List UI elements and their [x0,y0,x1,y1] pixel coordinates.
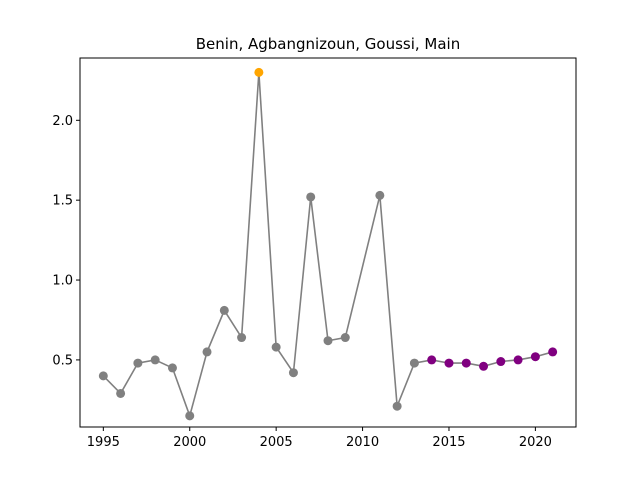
axes-frame [79,57,577,428]
data-point [288,368,298,378]
data-point [306,192,316,202]
x-tick-label: 2005 [260,435,293,450]
data-point [496,357,506,367]
data-point [219,305,229,315]
y-tick-label: 0.5 [52,353,73,368]
data-point [461,358,471,368]
data-point [98,371,108,381]
y-axis: 0.5 1.0 1.5 2.0 [52,114,80,368]
y-tick-label: 2.0 [52,114,73,129]
data-point [548,347,558,357]
data-point [150,355,160,365]
data-point [392,401,402,411]
data-point [444,358,454,368]
x-axis: 1995 2000 2005 2010 2015 2020 [87,427,552,450]
data-point [271,342,281,352]
data-point [340,333,350,343]
y-tick-label: 1.0 [52,274,73,289]
data-point [167,363,177,373]
data-point [479,361,489,371]
data-point [530,352,540,362]
data-point [237,333,247,343]
y-tick-label: 1.5 [52,194,73,209]
data-point [375,190,385,200]
x-tick-label: 1995 [87,435,120,450]
data-point [513,355,523,365]
data-point [116,388,126,398]
chart-title: Benin, Agbangnizoun, Goussi, Main [196,35,461,53]
data-point [409,358,419,368]
data-point [254,67,264,77]
data-point [427,355,437,365]
x-tick-label: 2000 [173,435,206,450]
x-tick-label: 2020 [519,435,552,450]
plot-area [98,67,558,421]
x-tick-label: 2010 [346,435,379,450]
data-point [185,411,195,421]
data-point [323,336,333,346]
data-point [133,358,143,368]
x-tick-label: 2015 [432,435,465,450]
data-point [202,347,212,357]
